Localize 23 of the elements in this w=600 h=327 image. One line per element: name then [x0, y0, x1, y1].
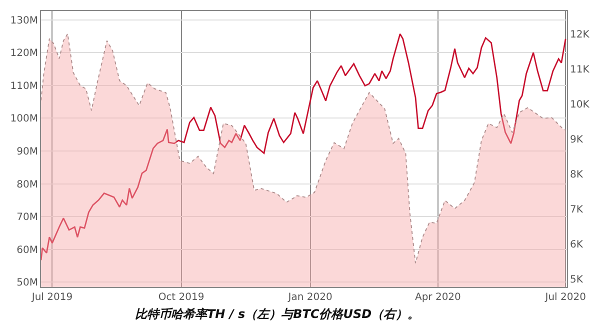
y2-tick-label: 7K	[570, 204, 584, 216]
x-tick-label: Jul 2020	[544, 292, 586, 303]
y2-tick-label: 9K	[570, 134, 584, 146]
y-tick-label: 70M	[16, 212, 38, 224]
y2-tick-label: 6K	[570, 239, 584, 250]
y2-tick-label: 10K	[570, 99, 590, 110]
y-tick-label: 120M	[10, 48, 38, 60]
y-tick-label: 110M	[10, 80, 38, 92]
x-tick-label: Jul 2019	[30, 292, 73, 303]
text: 比特币哈希率TH / s（左）与BTC价格USD（右）。	[135, 307, 420, 321]
x-tick-label: Jan 2020	[287, 292, 332, 303]
y2-tick-label: 11K	[570, 64, 590, 76]
y-tick-label: 90M	[16, 146, 38, 158]
x-tick-label: Oct 2019	[158, 292, 204, 303]
x-tick-label: Apr 2020	[414, 292, 461, 303]
y-tick-label: 80M	[16, 179, 38, 190]
y-tick-label: 50M	[16, 278, 38, 289]
y2-tick-label: 12K	[570, 29, 590, 40]
y-tick-label: 60M	[16, 244, 38, 256]
y-tick-label: 100M	[10, 114, 38, 125]
y-tick-label: 130M	[10, 15, 38, 26]
y2-tick-label: 5K	[570, 274, 584, 286]
y2-tick-label: 8K	[570, 169, 584, 180]
